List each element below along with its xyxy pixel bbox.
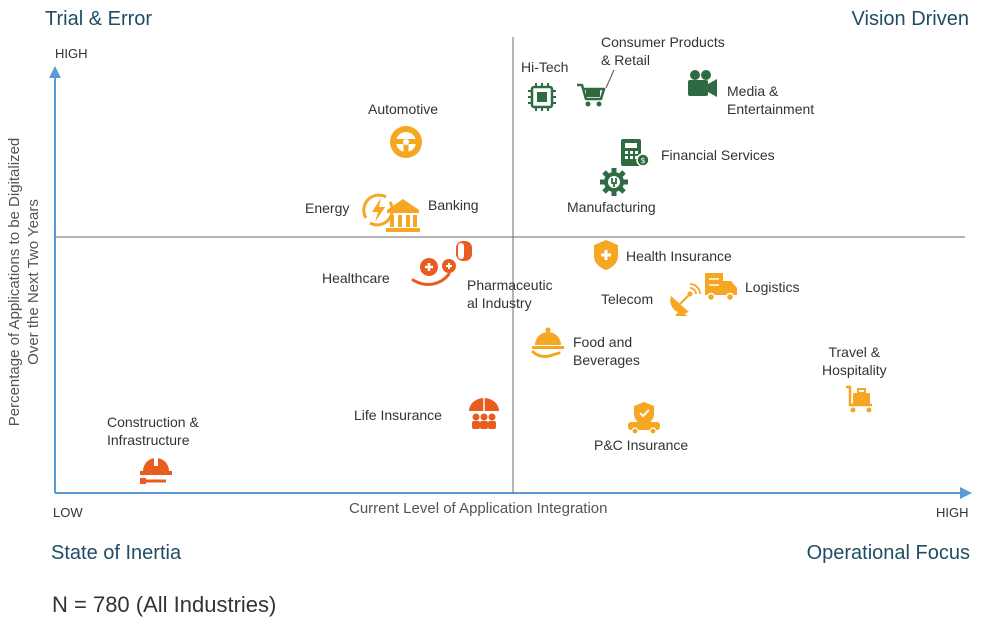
pill-icon [456,241,472,261]
label-construction-line2: Infrastructure [107,432,190,448]
cart-callout-line [605,69,615,89]
chip-icon [528,83,556,111]
label-hi-tech: Hi-Tech [521,59,569,75]
svg-text:$: $ [640,156,645,165]
calculator-icon: $ [621,139,650,167]
energy-icon [362,193,394,227]
car-shield-icon [628,402,660,435]
label-energy: Energy [305,200,350,216]
label-banking: Banking [428,197,479,213]
label-life-insurance: Life Insurance [354,407,442,423]
label-travel-hospitality-line1: Travel & [828,344,881,360]
label-media-entertainment-line2: Entertainment [727,101,815,117]
label-pharmaceutical-line2: al Industry [467,295,532,311]
x-axis-low-label: LOW [53,505,83,520]
label-consumer-products-line2: & Retail [601,52,651,68]
luggage-icon [846,385,872,413]
label-media-entertainment-line1: Media & [727,83,779,99]
label-food-beverages-line1: Food and [573,334,633,350]
x-axis-title: Current Level of Application Integration [349,500,608,517]
quadrant-title-operational-focus: Operational Focus [806,542,970,564]
label-media-entertainment: Media & Entertainment [727,82,814,118]
cloche-icon [531,327,564,358]
truck-icon [705,273,737,302]
label-telecom: Telecom [601,291,654,307]
quadrant-title-vision-driven: Vision Driven [851,8,969,30]
y-axis-high-label: HIGH [55,46,88,61]
label-manufacturing: Manufacturing [567,199,656,215]
quadrant-title-trial-error: Trial & Error [45,8,153,30]
steering-wheel-icon [390,126,422,158]
y-axis-arrow [49,66,61,78]
hard-hat-icon [140,458,172,484]
label-travel-hospitality-line2: Hospitality [822,362,887,378]
label-automotive: Automotive [368,101,439,117]
bank-icon [386,199,420,232]
healthcare-hand-icon [411,258,456,286]
label-construction-line1: Construction & [107,414,199,430]
video-camera-icon [688,70,717,97]
label-food-beverages: Food and Beverages [573,333,640,369]
x-axis-arrow [960,487,972,499]
sample-size-note: N = 780 (All Industries) [52,592,277,617]
label-construction-infrastructure: Construction & Infrastructure [107,413,199,449]
label-consumer-products: Consumer Products & Retail [601,33,725,69]
label-financial-services: Financial Services [661,147,775,163]
cart-icon [577,83,606,107]
umbrella-family-icon [469,397,499,429]
shield-cross-icon [594,240,618,270]
label-food-beverages-line2: Beverages [573,352,640,368]
label-pharmaceutical-line1: Pharmaceutic [467,277,553,293]
label-healthcare: Healthcare [322,270,390,286]
label-health-insurance: Health Insurance [626,248,732,264]
x-axis-high-label: HIGH [936,505,969,520]
label-consumer-products-line1: Consumer Products [601,34,725,50]
quadrant-title-state-of-inertia: State of Inertia [51,542,182,564]
label-travel-hospitality: Travel & Hospitality [822,343,887,379]
satellite-dish-icon [670,283,701,316]
label-logistics: Logistics [745,279,800,295]
label-pc-insurance: P&C Insurance [594,437,689,453]
gear-icon [600,168,628,196]
label-pharmaceutical: Pharmaceutic al Industry [467,276,553,312]
